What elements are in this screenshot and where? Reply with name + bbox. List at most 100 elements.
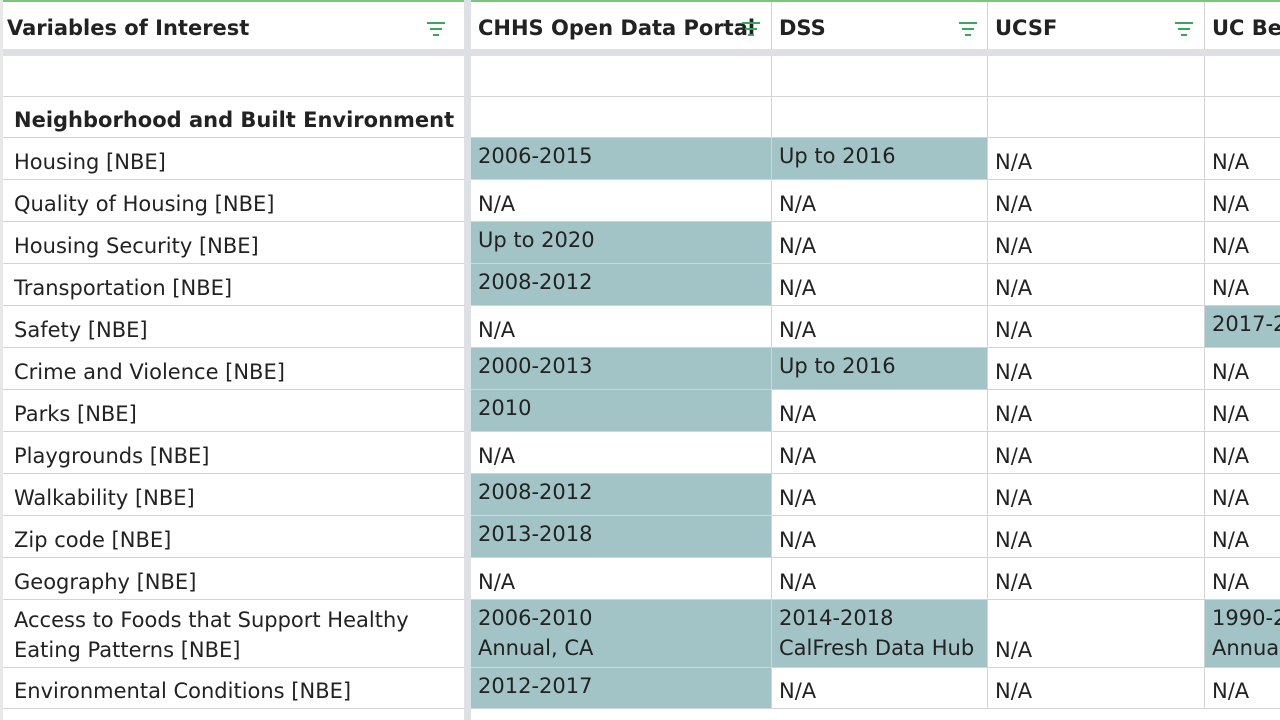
cell-dss[interactable]: N/A — [772, 474, 988, 515]
cell-chhs[interactable]: N/A — [471, 180, 772, 221]
cell-ucb[interactable]: N/A — [1205, 222, 1280, 263]
filter-icon[interactable] — [1175, 22, 1193, 36]
column-header-ucsf[interactable]: UCSF — [988, 2, 1205, 49]
cell-ucb[interactable]: N/A — [1205, 390, 1280, 431]
cell-ucb[interactable]: N/A — [1205, 474, 1280, 515]
cell-ucb[interactable]: N/A — [1205, 264, 1280, 305]
cell-variable[interactable]: Parks [NBE] — [0, 390, 466, 431]
cell-ucsf[interactable]: N/A — [988, 390, 1205, 431]
cell-ucsf[interactable]: N/A — [988, 264, 1205, 305]
cell-ucsf[interactable]: N/A — [988, 516, 1205, 557]
cell-ucsf[interactable]: N/A — [988, 600, 1205, 667]
cell[interactable] — [471, 97, 772, 137]
cell-chhs[interactable]: 2013-2018 — [471, 516, 772, 557]
cell-dss[interactable]: Up to 2016 — [772, 348, 988, 389]
cell-ucb[interactable]: N/A — [1205, 180, 1280, 221]
cell-dss[interactable]: N/A — [772, 516, 988, 557]
cell-chhs[interactable]: N/A — [471, 432, 772, 473]
cell-chhs[interactable]: N/A — [471, 306, 772, 347]
filter-icon[interactable] — [427, 22, 445, 36]
cell-value: N/A — [1212, 402, 1250, 426]
cell-ucb[interactable]: N/A — [1205, 516, 1280, 557]
cell-variable[interactable]: Crime and Violence [NBE] — [0, 348, 466, 389]
cell-value: N/A — [995, 570, 1033, 594]
cell-chhs[interactable]: 2006-2015 — [471, 138, 772, 179]
cell-ucsf[interactable]: N/A — [988, 306, 1205, 347]
cell-value: N/A — [779, 570, 817, 594]
cell-value: 2013-2018 — [478, 522, 593, 546]
cell-dss[interactable]: 2014-2018 CalFresh Data Hub — [772, 600, 988, 667]
cell-variable[interactable]: Housing Security [NBE] — [0, 222, 466, 263]
cell-value: N/A — [779, 679, 817, 703]
cell-ucb[interactable]: N/A — [1205, 432, 1280, 473]
cell-value: N/A — [1212, 570, 1250, 594]
cell-ucb[interactable]: N/A — [1205, 668, 1280, 708]
cell-value: 1990-2 Annua — [1212, 606, 1280, 660]
table-row: Housing [NBE] 2006-2015 Up to 2016 N/A N/A — [0, 138, 1280, 180]
cell-value: N/A — [1212, 192, 1250, 216]
cell-chhs[interactable]: 2006-2010 Annual, CA — [471, 600, 772, 667]
cell-variable[interactable]: Geography [NBE] — [0, 558, 466, 599]
cell-ucsf[interactable]: N/A — [988, 558, 1205, 599]
column-header-chhs[interactable]: CHHS Open Data Portal — [471, 2, 772, 49]
filter-icon[interactable] — [742, 22, 760, 36]
cell-chhs[interactable]: 2000-2013 — [471, 348, 772, 389]
cell-dss[interactable]: N/A — [772, 390, 988, 431]
cell[interactable]: Neighborhood and Built Environment — [0, 97, 466, 137]
cell-dss[interactable]: N/A — [772, 432, 988, 473]
cell-value: N/A — [779, 402, 817, 426]
cell-dss[interactable]: N/A — [772, 306, 988, 347]
cell-ucsf[interactable]: N/A — [988, 138, 1205, 179]
cell-ucb[interactable]: N/A — [1205, 558, 1280, 599]
cell-variable[interactable]: Environmental Conditions [NBE] — [0, 668, 466, 708]
cell-dss[interactable]: N/A — [772, 180, 988, 221]
cell-ucsf[interactable]: N/A — [988, 474, 1205, 515]
cell-value: 2017-2 — [1212, 312, 1280, 336]
cell[interactable] — [471, 56, 772, 96]
cell-variable[interactable]: Housing [NBE] — [0, 138, 466, 179]
cell-ucb[interactable]: 2017-2 — [1205, 306, 1280, 347]
cell[interactable] — [1205, 97, 1280, 137]
cell-ucb[interactable]: N/A — [1205, 138, 1280, 179]
cell-ucsf[interactable]: N/A — [988, 668, 1205, 708]
cell-variable[interactable]: Access to Foods that Support Healthy Eat… — [0, 600, 466, 667]
cell-ucb[interactable]: 1990-2 Annua — [1205, 600, 1280, 667]
cell[interactable] — [772, 56, 988, 96]
column-header-variables[interactable]: Variables of Interest — [0, 2, 466, 49]
cell-chhs[interactable]: 2010 — [471, 390, 772, 431]
filter-icon[interactable] — [959, 22, 977, 36]
cell-variable[interactable]: Safety [NBE] — [0, 306, 466, 347]
cell-chhs[interactable]: 2008-2012 — [471, 264, 772, 305]
cell-variable[interactable]: Quality of Housing [NBE] — [0, 180, 466, 221]
cell-value: N/A — [779, 276, 817, 300]
cell-ucsf[interactable]: N/A — [988, 432, 1205, 473]
frozen-column-divider[interactable] — [464, 0, 471, 720]
column-header-ucb[interactable]: UC Ber — [1205, 2, 1280, 49]
cell-chhs[interactable]: 2008-2012 — [471, 474, 772, 515]
cell-ucsf[interactable]: N/A — [988, 222, 1205, 263]
cell-ucsf[interactable]: N/A — [988, 348, 1205, 389]
cell-chhs[interactable]: Up to 2020 — [471, 222, 772, 263]
table-row: Geography [NBE] N/A N/A N/A N/A — [0, 558, 1280, 600]
cell[interactable] — [772, 97, 988, 137]
cell-variable[interactable]: Playgrounds [NBE] — [0, 432, 466, 473]
cell-ucsf[interactable]: N/A — [988, 180, 1205, 221]
cell-variable[interactable]: Transportation [NBE] — [0, 264, 466, 305]
cell[interactable] — [0, 56, 466, 96]
cell-dss[interactable]: N/A — [772, 668, 988, 708]
cell-dss[interactable]: N/A — [772, 558, 988, 599]
cell-dss[interactable]: N/A — [772, 222, 988, 263]
cell-chhs[interactable]: N/A — [471, 558, 772, 599]
cell-variable[interactable]: Zip code [NBE] — [0, 516, 466, 557]
cell[interactable] — [988, 56, 1205, 96]
cell-chhs[interactable]: 2012-2017 — [471, 668, 772, 708]
column-header-dss[interactable]: DSS — [772, 2, 988, 49]
cell-dss[interactable]: N/A — [772, 264, 988, 305]
table-row: Environmental Conditions [NBE] 2012-2017 N… — [0, 668, 1280, 709]
cell[interactable] — [988, 97, 1205, 137]
table-row: Walkability [NBE] 2008-2012 N/A N/A N/A — [0, 474, 1280, 516]
cell-variable[interactable]: Walkability [NBE] — [0, 474, 466, 515]
cell-dss[interactable]: Up to 2016 — [772, 138, 988, 179]
cell[interactable] — [1205, 56, 1280, 96]
cell-ucb[interactable]: N/A — [1205, 348, 1280, 389]
